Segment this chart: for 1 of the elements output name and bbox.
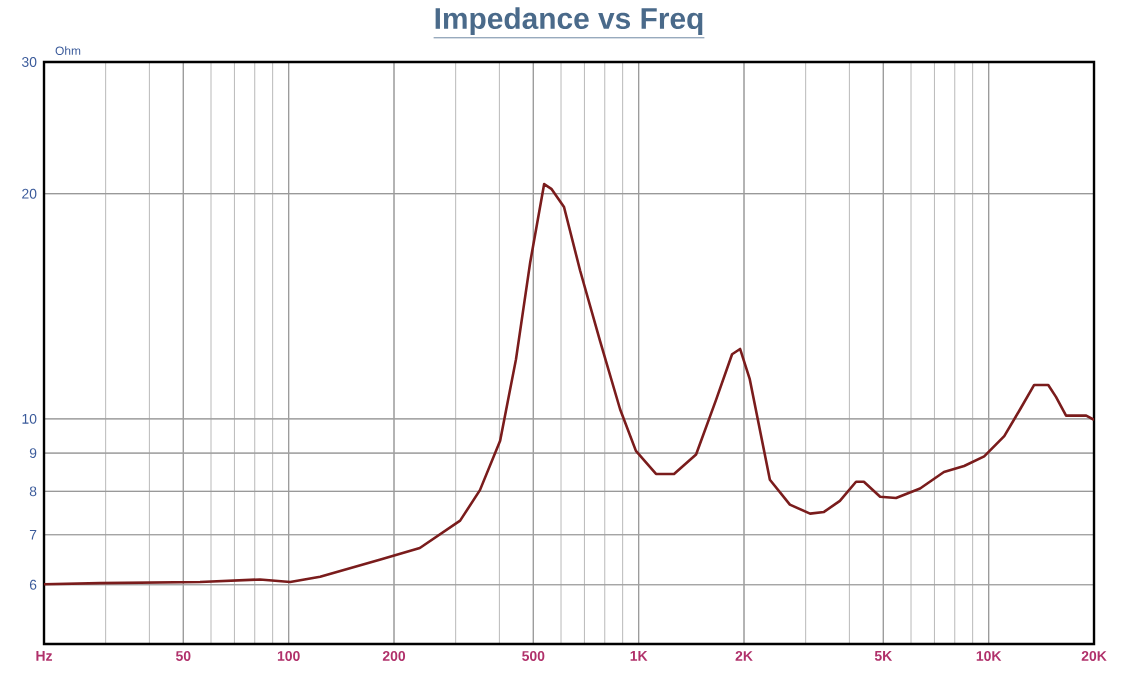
chart-title: Impedance vs Freq xyxy=(435,7,703,35)
